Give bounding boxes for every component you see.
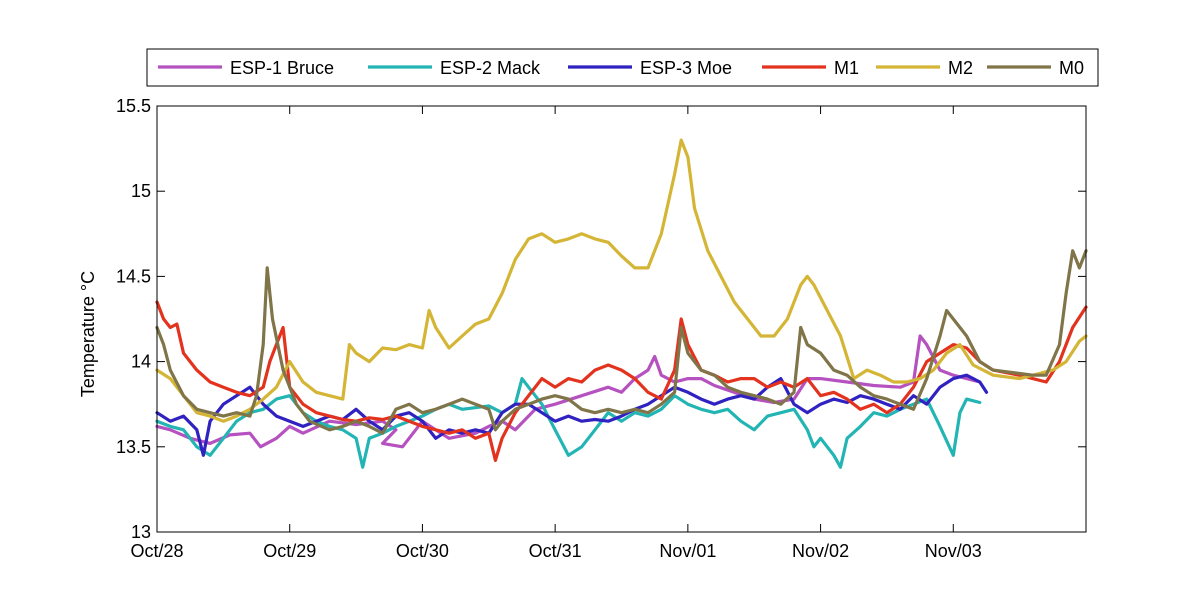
legend-label: ESP-2 Mack — [440, 58, 541, 78]
legend-label: M0 — [1059, 58, 1084, 78]
x-tick-label: Oct/28 — [130, 541, 183, 561]
x-tick-label: Oct/29 — [263, 541, 316, 561]
x-tick-label: Nov/03 — [925, 541, 982, 561]
y-tick-label: 13 — [131, 522, 151, 542]
plot-lines — [155, 138, 1088, 469]
series-line-esp-2-mack — [155, 377, 982, 469]
legend-label: M2 — [948, 58, 973, 78]
series-line-m1 — [155, 300, 1088, 462]
x-tick-label: Oct/30 — [396, 541, 449, 561]
series-line-esp-3-moe — [155, 373, 989, 457]
series-line-m0 — [155, 249, 1088, 435]
y-tick-label: 13.5 — [116, 437, 151, 457]
x-tick-label: Nov/01 — [659, 541, 716, 561]
x-axis: Oct/28 Oct/29 Oct/30 Oct/31 Nov/01 Nov/02 Nov/… — [130, 106, 982, 561]
y-tick-label: 15 — [131, 181, 151, 201]
legend-label: ESP-3 Moe — [640, 58, 732, 78]
plot-area-frame — [156, 105, 1087, 533]
legend: ESP-1 Bruce ESP-2 Mack ESP-3 Moe M1 M2 M0 — [146, 48, 1099, 87]
x-tick-label: Oct/31 — [529, 541, 582, 561]
legend-label: ESP-1 Bruce — [230, 58, 334, 78]
y-tick-label: 14.5 — [116, 266, 151, 286]
series-line-esp-1-bruce — [155, 334, 982, 449]
y-tick-label: 14 — [131, 352, 151, 372]
x-tick-label: Nov/02 — [792, 541, 849, 561]
y-tick-label: 15.5 — [116, 96, 151, 116]
legend-label: M1 — [834, 58, 859, 78]
y-axis: 13 13.5 14 14.5 15 15.5 — [116, 96, 1086, 542]
series-line-m2 — [155, 138, 1088, 423]
y-axis-label: Temperature °C — [78, 271, 98, 397]
